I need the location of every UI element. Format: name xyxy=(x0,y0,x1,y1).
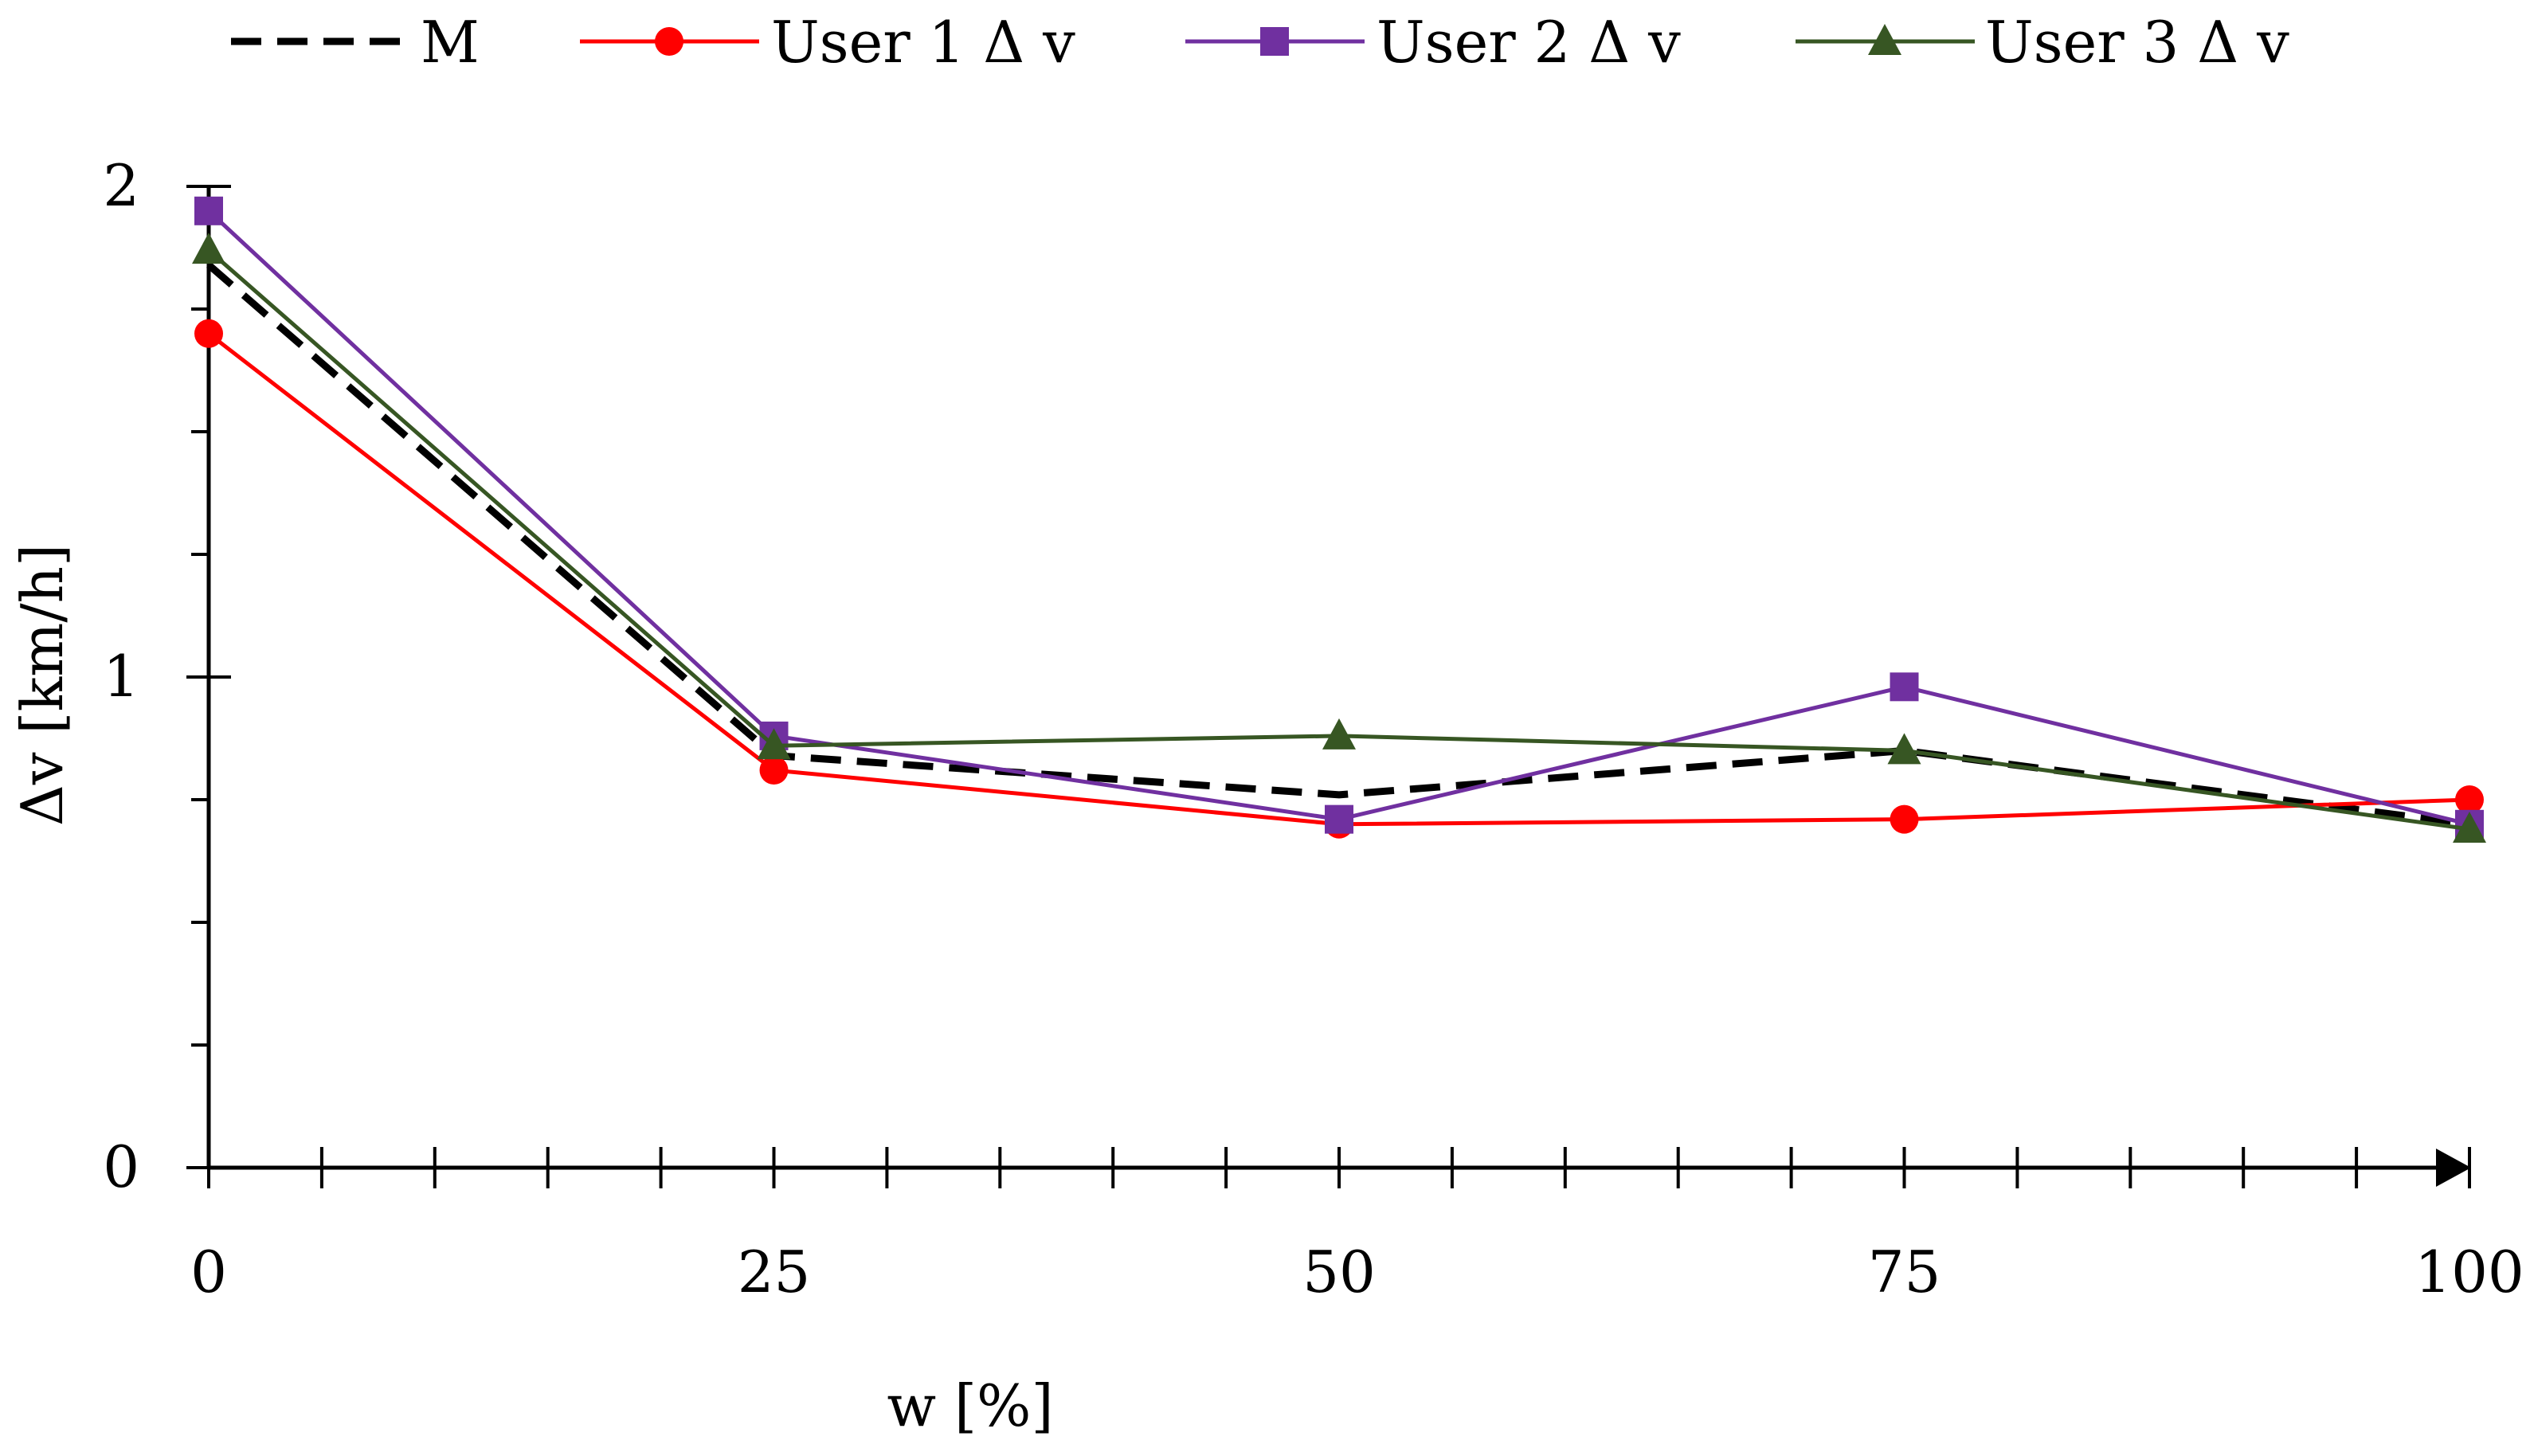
series-0 xyxy=(206,262,2470,828)
data-point xyxy=(194,319,223,348)
series-line xyxy=(207,331,2470,827)
data-point xyxy=(2455,785,2484,814)
x-axis-title: w [%] xyxy=(887,1372,1053,1439)
legend-entry: User 1 Δ v xyxy=(580,9,1075,76)
legend-label: M xyxy=(421,9,480,76)
legend-entry: User 3 Δ v xyxy=(1796,9,2289,76)
data-point xyxy=(1890,804,1919,834)
series-1 xyxy=(194,319,2484,839)
legend-marker xyxy=(655,27,683,56)
y-tick-label: 2 xyxy=(103,152,139,219)
legend-label: User 2 Δ v xyxy=(1377,9,1681,76)
legend-marker xyxy=(1260,27,1289,56)
series-2 xyxy=(194,196,2484,839)
y-axis-title: Δv [km/h] xyxy=(9,544,76,826)
legend-label: User 1 Δ v xyxy=(771,9,1075,76)
series-line xyxy=(206,262,2470,828)
data-point xyxy=(1325,804,1353,834)
data-point xyxy=(1887,733,1921,765)
legend-marker xyxy=(1868,24,1901,55)
legend-entry: M xyxy=(231,9,480,76)
data-point xyxy=(757,728,791,760)
x-axis-arrow-icon xyxy=(2436,1149,2471,1187)
x-tick-label: 75 xyxy=(1868,1239,1941,1305)
legend-entry: User 2 Δ v xyxy=(1185,9,1681,76)
legend: M User 1 Δ v User 2 Δ v User 3 Δ v xyxy=(231,9,2289,76)
y-tick-label: 1 xyxy=(103,643,139,710)
x-tick-label: 50 xyxy=(1302,1239,1376,1305)
data-point xyxy=(2453,811,2486,843)
data-point xyxy=(1322,718,1356,750)
data-point xyxy=(192,233,225,264)
x-tick-label: 100 xyxy=(2414,1239,2524,1305)
data-point xyxy=(1890,672,1919,702)
series-layer xyxy=(192,196,2486,843)
y-tick-label: 0 xyxy=(103,1133,139,1200)
x-tick-label: 0 xyxy=(190,1239,227,1305)
legend-label: User 3 Δ v xyxy=(1985,9,2289,76)
axes: 0 1 2 0 25 50 75 100 xyxy=(103,152,2524,1305)
x-tick-label: 25 xyxy=(738,1239,811,1305)
data-point xyxy=(759,756,789,785)
series-3 xyxy=(192,233,2486,843)
data-point xyxy=(194,196,223,225)
